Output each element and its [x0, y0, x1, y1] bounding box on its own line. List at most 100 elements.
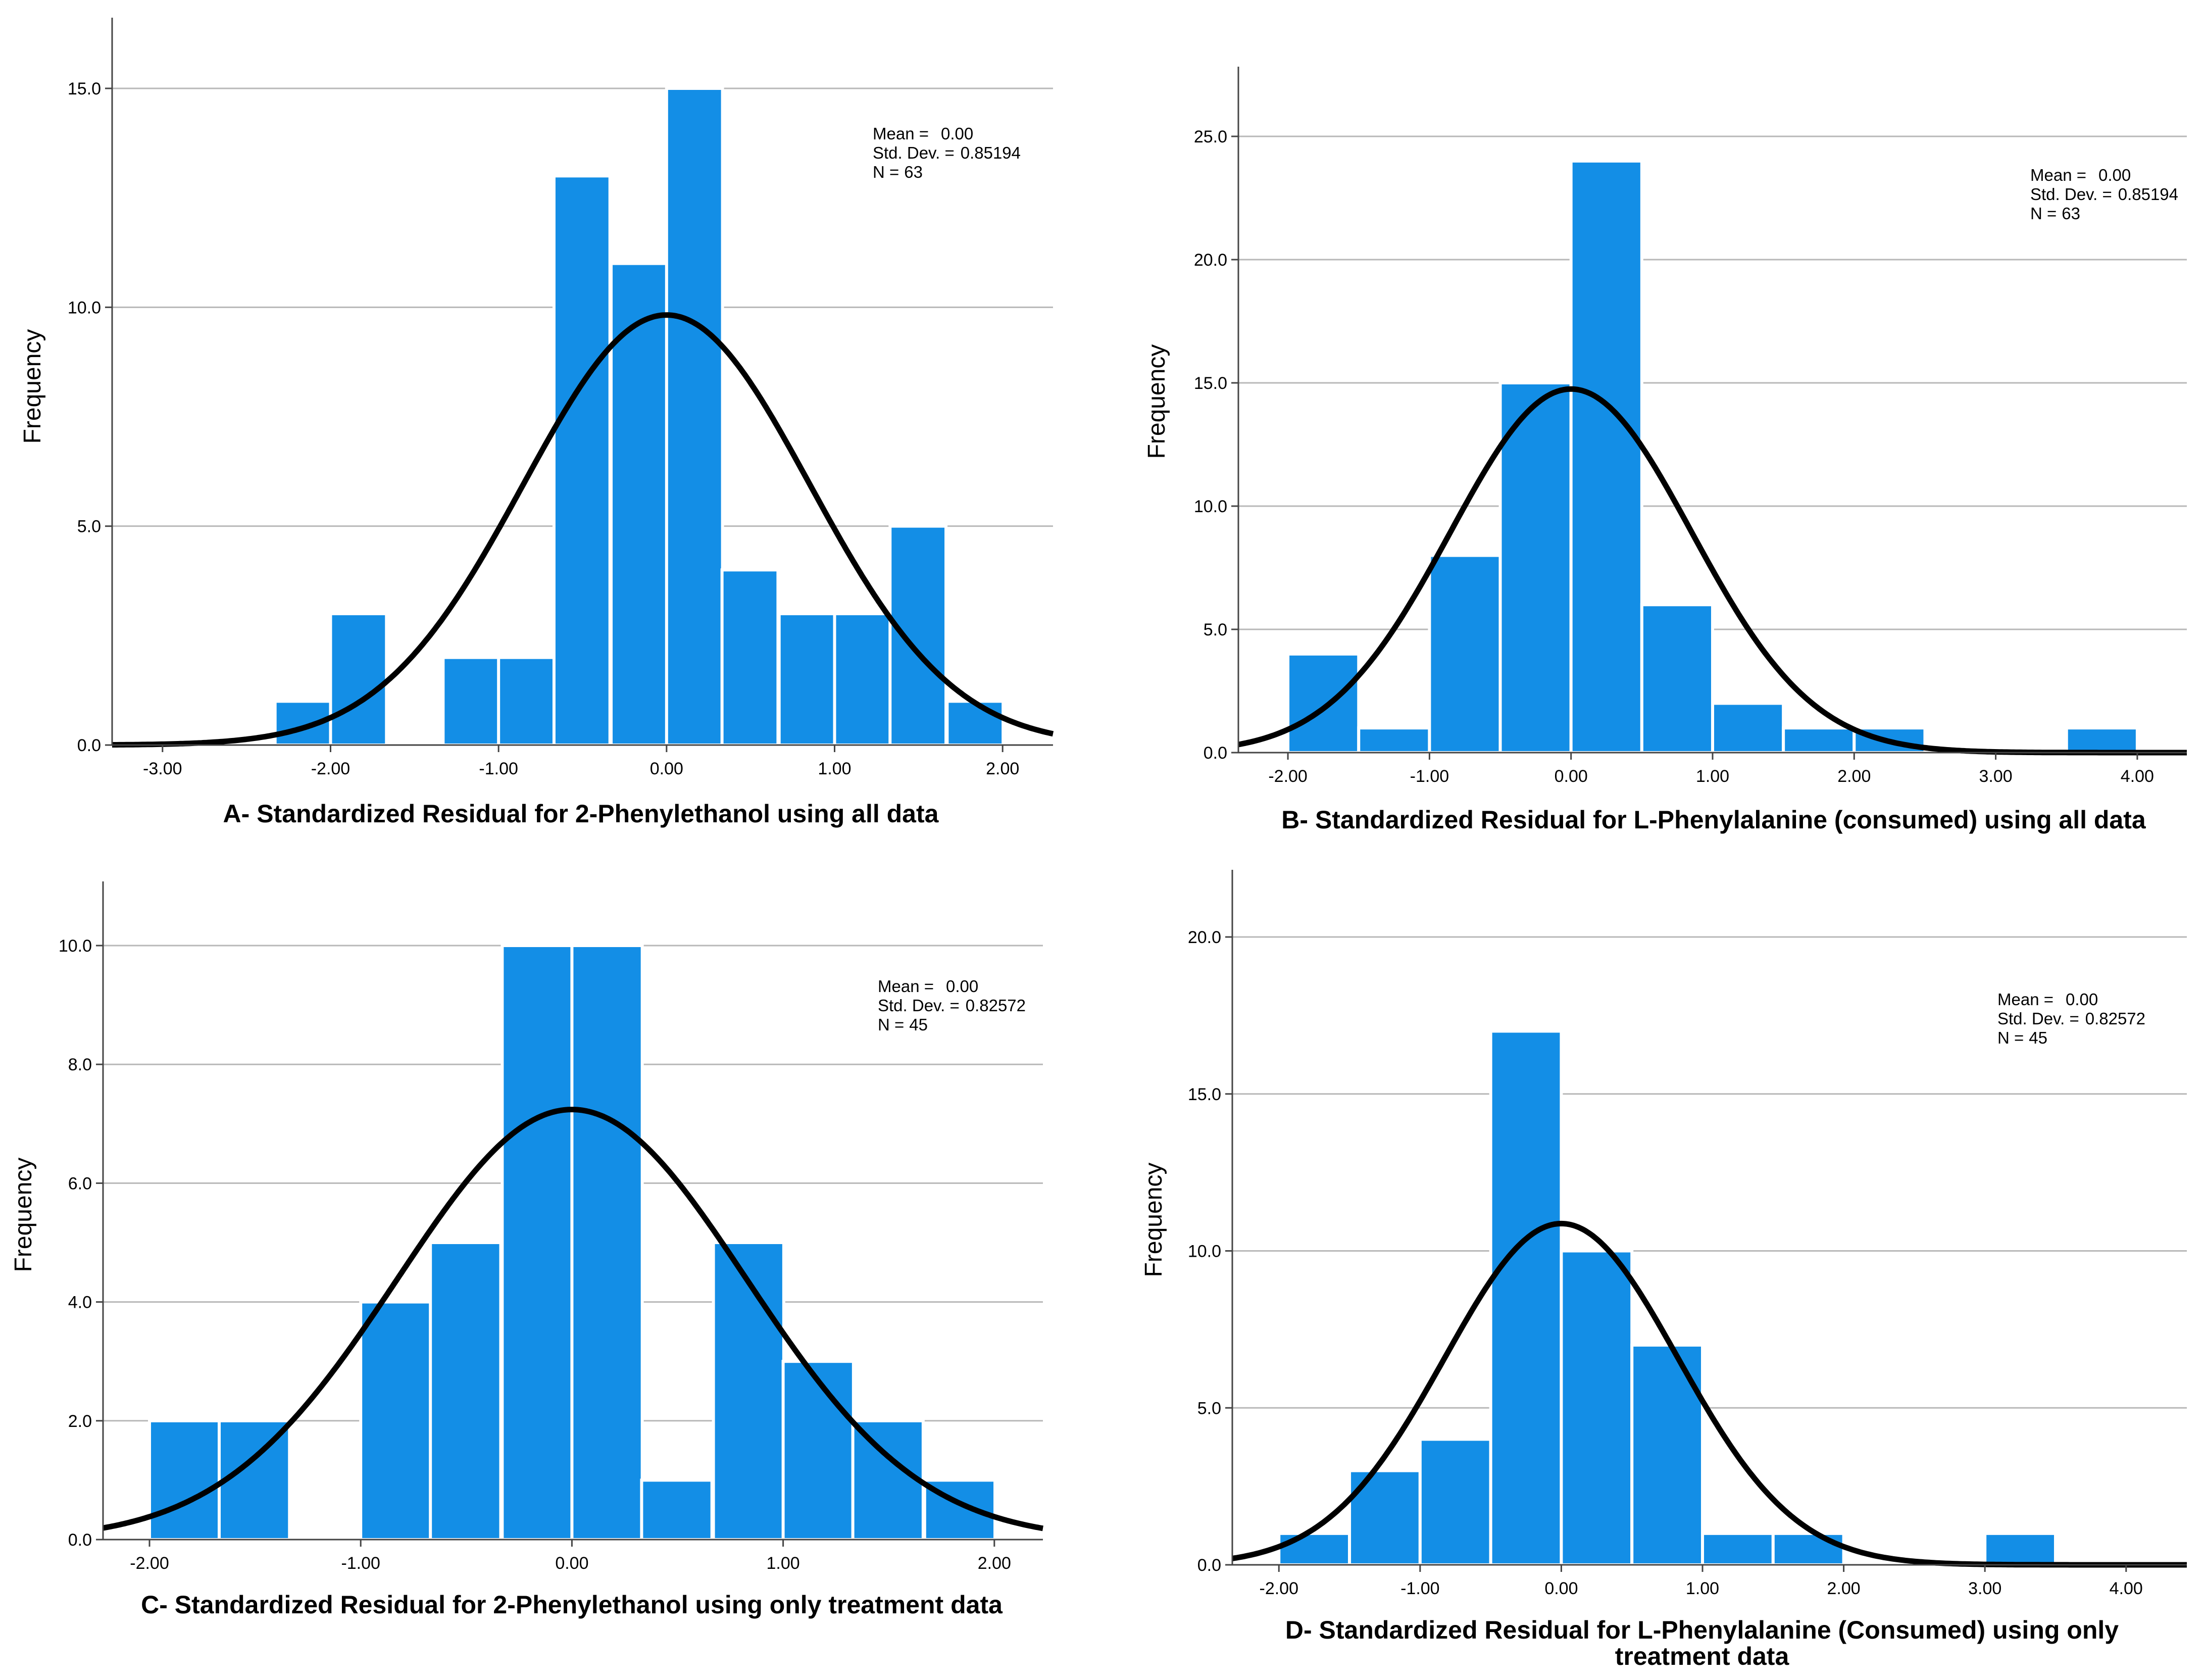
panel-a-x-tick-label-0: -3.00: [143, 759, 182, 778]
panel-a-y-tick-label-3: 15.0: [68, 79, 101, 98]
panel-c-bar-9: [851, 1419, 925, 1542]
panel-c-y-tick-label-1: 2.0: [68, 1412, 92, 1431]
panel-b-x-tick-label-0: -2.00: [1268, 767, 1308, 786]
panel-b-n-label: N =: [2030, 204, 2057, 223]
panel-d-mean-label: Mean =: [1997, 990, 2053, 1009]
panel-b-bar-0: [1286, 652, 1361, 755]
svg-text:Std. Dev. =0.85194: Std. Dev. = 0.85194: [2030, 185, 2178, 204]
svg-text:N =45: N = 45: [878, 1015, 928, 1034]
panel-a-y-tick-label-2: 10.0: [68, 298, 101, 317]
panel-a-bar-4: [552, 174, 612, 747]
panel-b-bar-6: [1711, 702, 1785, 755]
panel-b-bar-2: [1428, 554, 1502, 754]
panel-d-x-tick-label-0: -2.00: [1260, 1579, 1299, 1598]
panel-d-bar-2: [1418, 1438, 1492, 1566]
panel-c-x-tick-label-1: -1.00: [341, 1554, 380, 1573]
panel-a-mean-label: Mean =: [873, 124, 929, 143]
panel-a-y-ticks: 0.0 5.0 10.0 15.0: [68, 79, 112, 755]
panel-d-bar-0: [1277, 1531, 1351, 1567]
panel-d-y-tick-label-2: 10.0: [1188, 1242, 1221, 1261]
panel-c-normal-curve: [102, 1107, 1043, 1531]
panel-a-bar-5: [610, 262, 669, 747]
panel-b-y-ticks: 0.0 5.0 10.0 15.0 20.0 25.0: [1194, 127, 1238, 763]
panel-d-y-axis-label: Frequency: [1140, 1163, 1167, 1277]
panel-a-x-tick-label-1: -2.00: [311, 759, 350, 778]
panel-d-y-ticks: 0.0 5.0 10.0 15.0 20.0: [1188, 928, 1232, 1575]
panel-d-x-tick-label-5: 3.00: [1968, 1579, 2001, 1598]
panel-b-x-tick-label-5: 3.00: [1979, 767, 2013, 786]
panel-c-x-tick-label-2: 0.00: [555, 1554, 588, 1573]
panel-d-sd-value: 0.82572: [2085, 1009, 2145, 1028]
panel-b-x-tick-label-4: 2.00: [1837, 767, 1871, 786]
panel-d-n-label: N =: [1997, 1028, 2024, 1047]
panel-a-y-tick-label-0: 0.0: [77, 736, 101, 755]
panel-c-y-tick-label-5: 10.0: [59, 936, 92, 956]
panel-a-bar-6: [665, 87, 724, 747]
panel-a-mean-value: 0.00: [941, 124, 973, 143]
panel-b-mean-label: Mean =: [2030, 166, 2086, 184]
panel-b-bar-7: [1782, 726, 1856, 754]
panel-a-x-tick-label-4: 1.00: [818, 759, 851, 778]
panel-d-bar-5: [1630, 1343, 1705, 1566]
panel-d-n-value: 45: [2029, 1028, 2047, 1047]
panel-a-bar-2: [441, 656, 501, 747]
panel-b: 0.0 5.0 10.0 15.0 20.0 25.0 -2.00 -1.00 0.00 1.0…: [1143, 67, 2187, 834]
panel-c-x-tick-label-4: 2.00: [978, 1554, 1011, 1573]
panel-b-y-tick-label-5: 25.0: [1194, 127, 1227, 146]
panel-c-stats-box: Mean = 0.00 Std. Dev. = 0.82572 N = 45: [878, 977, 1026, 1034]
panel-c-bar-0: [148, 1419, 222, 1542]
panel-a-x-tick-label-5: 2.00: [986, 759, 1019, 778]
svg-text:N =63: N = 63: [873, 163, 923, 181]
panel-d-x-tick-label-1: -1.00: [1400, 1579, 1440, 1598]
panel-c-y-axis-label: Frequency: [10, 1158, 37, 1272]
svg-text:Mean =0.00: Mean = 0.00: [2030, 166, 2131, 184]
panel-a-bar-11: [945, 700, 1005, 747]
panel-b-n-value: 63: [2062, 204, 2080, 223]
svg-text:N =63: N = 63: [2030, 204, 2080, 223]
panel-a-stats-box: Mean = 0.00 Std. Dev. = 0.85194 N = 63: [873, 124, 1021, 181]
panel-a-n-label: N =: [873, 163, 899, 181]
panel-b-x-ticks: -2.00 -1.00 0.00 1.00 2.00 3.00 4.00: [1268, 753, 2154, 786]
panel-a-bar-9: [833, 612, 892, 747]
panel-c-n-label: N =: [878, 1015, 904, 1034]
panel-d-bar-7: [1771, 1531, 1845, 1567]
panel-b-title: B- Standardized Residual for L-Phenylala…: [1281, 806, 2146, 834]
panel-a-curve-line: [112, 312, 1054, 748]
panel-c-bar-4: [500, 944, 574, 1541]
panel-d-bars: [1277, 1029, 2057, 1567]
panel-b-y-tick-label-1: 5.0: [1204, 620, 1227, 639]
panel-d-bar-8: [1983, 1531, 2057, 1567]
panel-d-y-tick-label-0: 0.0: [1197, 1556, 1221, 1575]
panel-b-bar-3: [1498, 381, 1573, 754]
panel-a-bar-7: [720, 568, 780, 747]
panel-c-sd-value: 0.82572: [966, 996, 1026, 1015]
panel-a-x-tick-label-2: -1.00: [479, 759, 518, 778]
panel-c-x-tick-label-3: 1.00: [767, 1554, 800, 1573]
panel-a-bar-10: [888, 524, 948, 747]
panel-b-y-tick-label-0: 0.0: [1204, 744, 1227, 763]
panel-d: 0.0 5.0 10.0 15.0 20.0 -2.00 -1.00 0.00 1.00 2.0…: [1140, 870, 2187, 1670]
panel-b-x-tick-label-1: -1.00: [1410, 767, 1449, 786]
panel-b-sd-label: Std. Dev. =: [2030, 185, 2112, 204]
panel-c-y-tick-label-3: 6.0: [68, 1174, 92, 1193]
panel-a-axes: [111, 18, 1053, 746]
panel-c-bar-3: [429, 1241, 503, 1541]
svg-text:Std. Dev. =0.85194: Std. Dev. = 0.85194: [873, 143, 1021, 162]
panel-c-y-tick-label-4: 8.0: [68, 1055, 92, 1074]
panel-d-axes: [1231, 870, 2187, 1566]
panel-c-bar-6: [640, 1478, 714, 1541]
panel-d-x-tick-label-6: 4.00: [2110, 1579, 2143, 1598]
panel-a-sd-label: Std. Dev. =: [873, 143, 955, 162]
panel-b-sd-value: 0.85194: [2118, 185, 2178, 204]
panel-c-mean-label: Mean =: [878, 977, 934, 996]
svg-text:Mean =0.00: Mean = 0.00: [873, 124, 973, 143]
panel-d-title-line-1: D- Standardized Residual for L-Phenylala…: [1285, 1616, 2119, 1644]
panel-b-stats-box: Mean = 0.00 Std. Dev. = 0.85194 N = 63: [2030, 166, 2178, 223]
panel-c-bars: [148, 944, 997, 1542]
panel-c-bar-8: [781, 1360, 855, 1541]
panel-c-bar-2: [359, 1300, 433, 1542]
panel-d-y-tick-label-3: 15.0: [1188, 1085, 1221, 1104]
panel-c-y-tick-label-0: 0.0: [68, 1530, 92, 1550]
panel-b-bar-1: [1357, 726, 1431, 754]
panel-b-x-tick-label-3: 1.00: [1696, 767, 1729, 786]
